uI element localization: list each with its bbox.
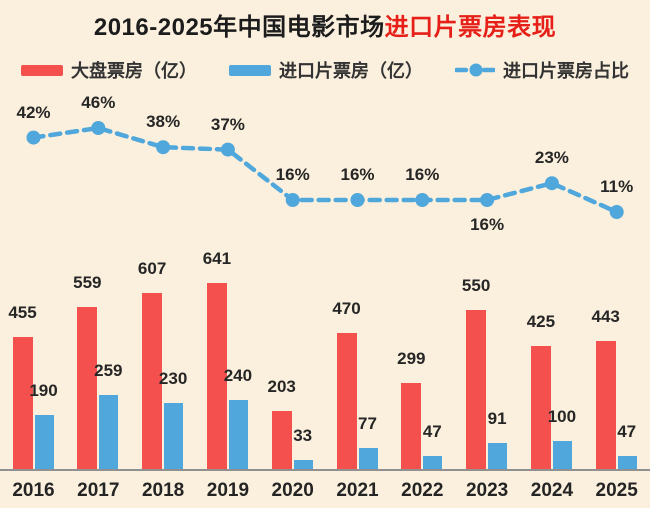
import-bar — [99, 394, 119, 470]
share-value-label: 11% — [600, 177, 634, 196]
year-label: 2018 — [141, 480, 185, 501]
import-bar — [164, 402, 184, 470]
total-bar — [595, 340, 616, 470]
chart-title: 2016-2025年中国电影市场进口片票房表现 — [0, 7, 650, 42]
total-value-label: 443 — [591, 306, 620, 326]
legend-label-total: 大盘票房（亿） — [71, 61, 197, 81]
year-label: 2022 — [401, 480, 444, 501]
share-line-point — [609, 205, 624, 219]
legend: 大盘票房（亿） 进口片票房（亿） 进口片票房占比 — [0, 57, 650, 83]
total-value-label: 550 — [461, 275, 491, 295]
total-value-label: 299 — [397, 348, 426, 368]
share-value-label: 16% — [340, 165, 375, 184]
share-value-label: 23% — [534, 148, 569, 168]
year-label: 2021 — [336, 480, 379, 501]
total-value-label: 641 — [202, 249, 232, 269]
share-line-point — [285, 193, 300, 207]
total-value-label: 559 — [73, 273, 102, 293]
import-bar — [34, 414, 54, 470]
total-bar — [336, 332, 357, 470]
import-bar — [293, 460, 313, 470]
total-bar — [12, 337, 33, 470]
share-line-point — [350, 193, 365, 207]
import-value-label: 100 — [547, 406, 577, 426]
import-value-label: 240 — [223, 366, 253, 386]
share-line-point — [544, 176, 559, 191]
import-bar — [423, 456, 443, 470]
legend-item-share: 进口片票房占比 — [455, 57, 629, 83]
legend-item-import: 进口片票房（亿） — [229, 57, 423, 83]
total-bar — [142, 293, 163, 470]
import-value-label: 77 — [358, 413, 377, 433]
year-label: 2023 — [465, 480, 509, 501]
import-bar — [358, 447, 378, 470]
share-line-point — [26, 130, 41, 145]
total-bar — [271, 410, 292, 470]
blue-bar-swatch-icon — [229, 64, 271, 76]
import-value-label: 47 — [422, 422, 442, 442]
x-axis-line — [0, 469, 650, 471]
share-line-point — [480, 193, 495, 207]
total-value-label: 607 — [137, 259, 167, 279]
chart-title-highlight: 进口片票房表现 — [384, 14, 557, 41]
import-bar — [228, 400, 248, 470]
red-bar-swatch-icon — [21, 64, 63, 76]
share-value-label: 16% — [405, 165, 440, 184]
year-label: 2019 — [206, 480, 250, 501]
year-label: 2016 — [12, 480, 55, 501]
import-value-label: 47 — [617, 422, 637, 442]
total-bar — [401, 382, 422, 470]
share-value-label: 16% — [470, 215, 505, 234]
total-value-label: 203 — [267, 376, 296, 396]
year-label: 2017 — [77, 480, 120, 501]
share-value-label: 16% — [275, 165, 310, 184]
legend-item-total: 大盘票房（亿） — [21, 57, 197, 83]
legend-label-import: 进口片票房（亿） — [279, 61, 423, 81]
year-label: 2020 — [271, 480, 314, 501]
year-label: 2025 — [595, 480, 638, 501]
chart-title-main: 2016-2025年中国电影市场 — [93, 14, 385, 41]
import-value-label: 259 — [94, 360, 123, 380]
import-value-label: 190 — [29, 380, 58, 400]
share-line-point — [91, 121, 106, 135]
total-bar — [530, 346, 551, 470]
import-bar — [488, 443, 508, 470]
total-bar — [466, 309, 487, 470]
import-value-label: 230 — [158, 368, 188, 388]
total-value-label: 425 — [526, 312, 556, 332]
import-value-label: 91 — [487, 409, 507, 429]
share-line-point — [220, 142, 235, 157]
total-bar — [77, 307, 98, 470]
share-value-label: 37% — [210, 114, 245, 134]
legend-label-share: 进口片票房占比 — [503, 61, 629, 81]
import-value-label: 33 — [293, 426, 313, 446]
total-value-label: 470 — [332, 298, 361, 318]
share-value-label: 46% — [81, 93, 116, 112]
total-bar — [206, 283, 227, 470]
year-label: 2024 — [530, 480, 574, 501]
import-bar — [617, 456, 637, 470]
import-bar — [552, 440, 572, 470]
share-value-label: 38% — [146, 112, 181, 132]
share-line-point — [156, 140, 171, 155]
total-value-label: 455 — [8, 303, 37, 323]
share-value-label: 42% — [16, 102, 51, 122]
share-line-point — [415, 193, 430, 207]
dashed-line-dot-icon — [455, 63, 495, 77]
